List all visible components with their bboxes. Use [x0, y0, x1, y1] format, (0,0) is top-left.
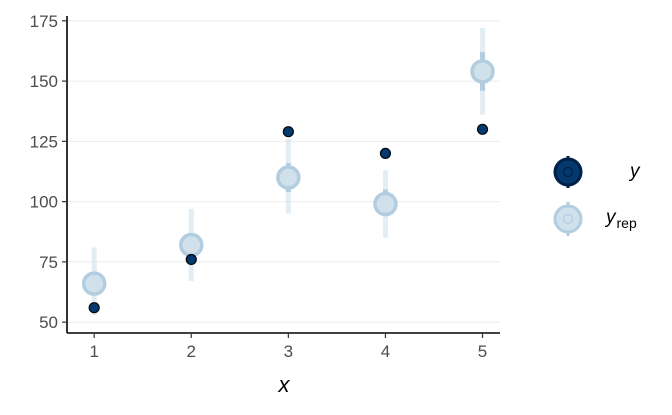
legend-label-y: y [628, 161, 641, 182]
x-tick-label: 4 [381, 342, 390, 361]
yrep-point [470, 59, 495, 84]
y-tick-label: 50 [39, 313, 58, 332]
gridlines [67, 20, 500, 323]
x-tick-label: 2 [187, 342, 196, 361]
y-tick-label: 75 [39, 253, 58, 272]
axes [62, 16, 500, 338]
y-tick-label: 100 [30, 193, 58, 212]
y-point [282, 126, 294, 138]
y-point [88, 302, 100, 314]
y-tick-label: 150 [30, 72, 58, 91]
legend: y yrep [553, 156, 641, 236]
legend-key-y [553, 156, 583, 188]
x-tick-label: 5 [478, 342, 487, 361]
x-tick-label: 3 [284, 342, 293, 361]
x-tick-label: 1 [89, 342, 98, 361]
legend-key-yrep [553, 202, 583, 236]
y-point [379, 147, 392, 160]
yrep-point [373, 191, 398, 217]
yrep-point [81, 271, 107, 296]
y-point [476, 123, 489, 135]
y-tick-label: 125 [30, 132, 58, 151]
y-tick-label: 175 [30, 12, 58, 31]
yrep-point [179, 232, 204, 258]
yrep-point [276, 165, 301, 190]
y-point [185, 253, 197, 266]
data-points [81, 59, 495, 314]
x-axis-title: x [278, 372, 291, 397]
legend-label-yrep-main: y [604, 207, 617, 228]
legend-label-yrep-subscript: rep [617, 215, 637, 231]
tick-labels: 50 75 100 125 150 175 1 2 3 4 5 [30, 12, 488, 361]
legend-label-yrep: yrep [604, 207, 637, 231]
